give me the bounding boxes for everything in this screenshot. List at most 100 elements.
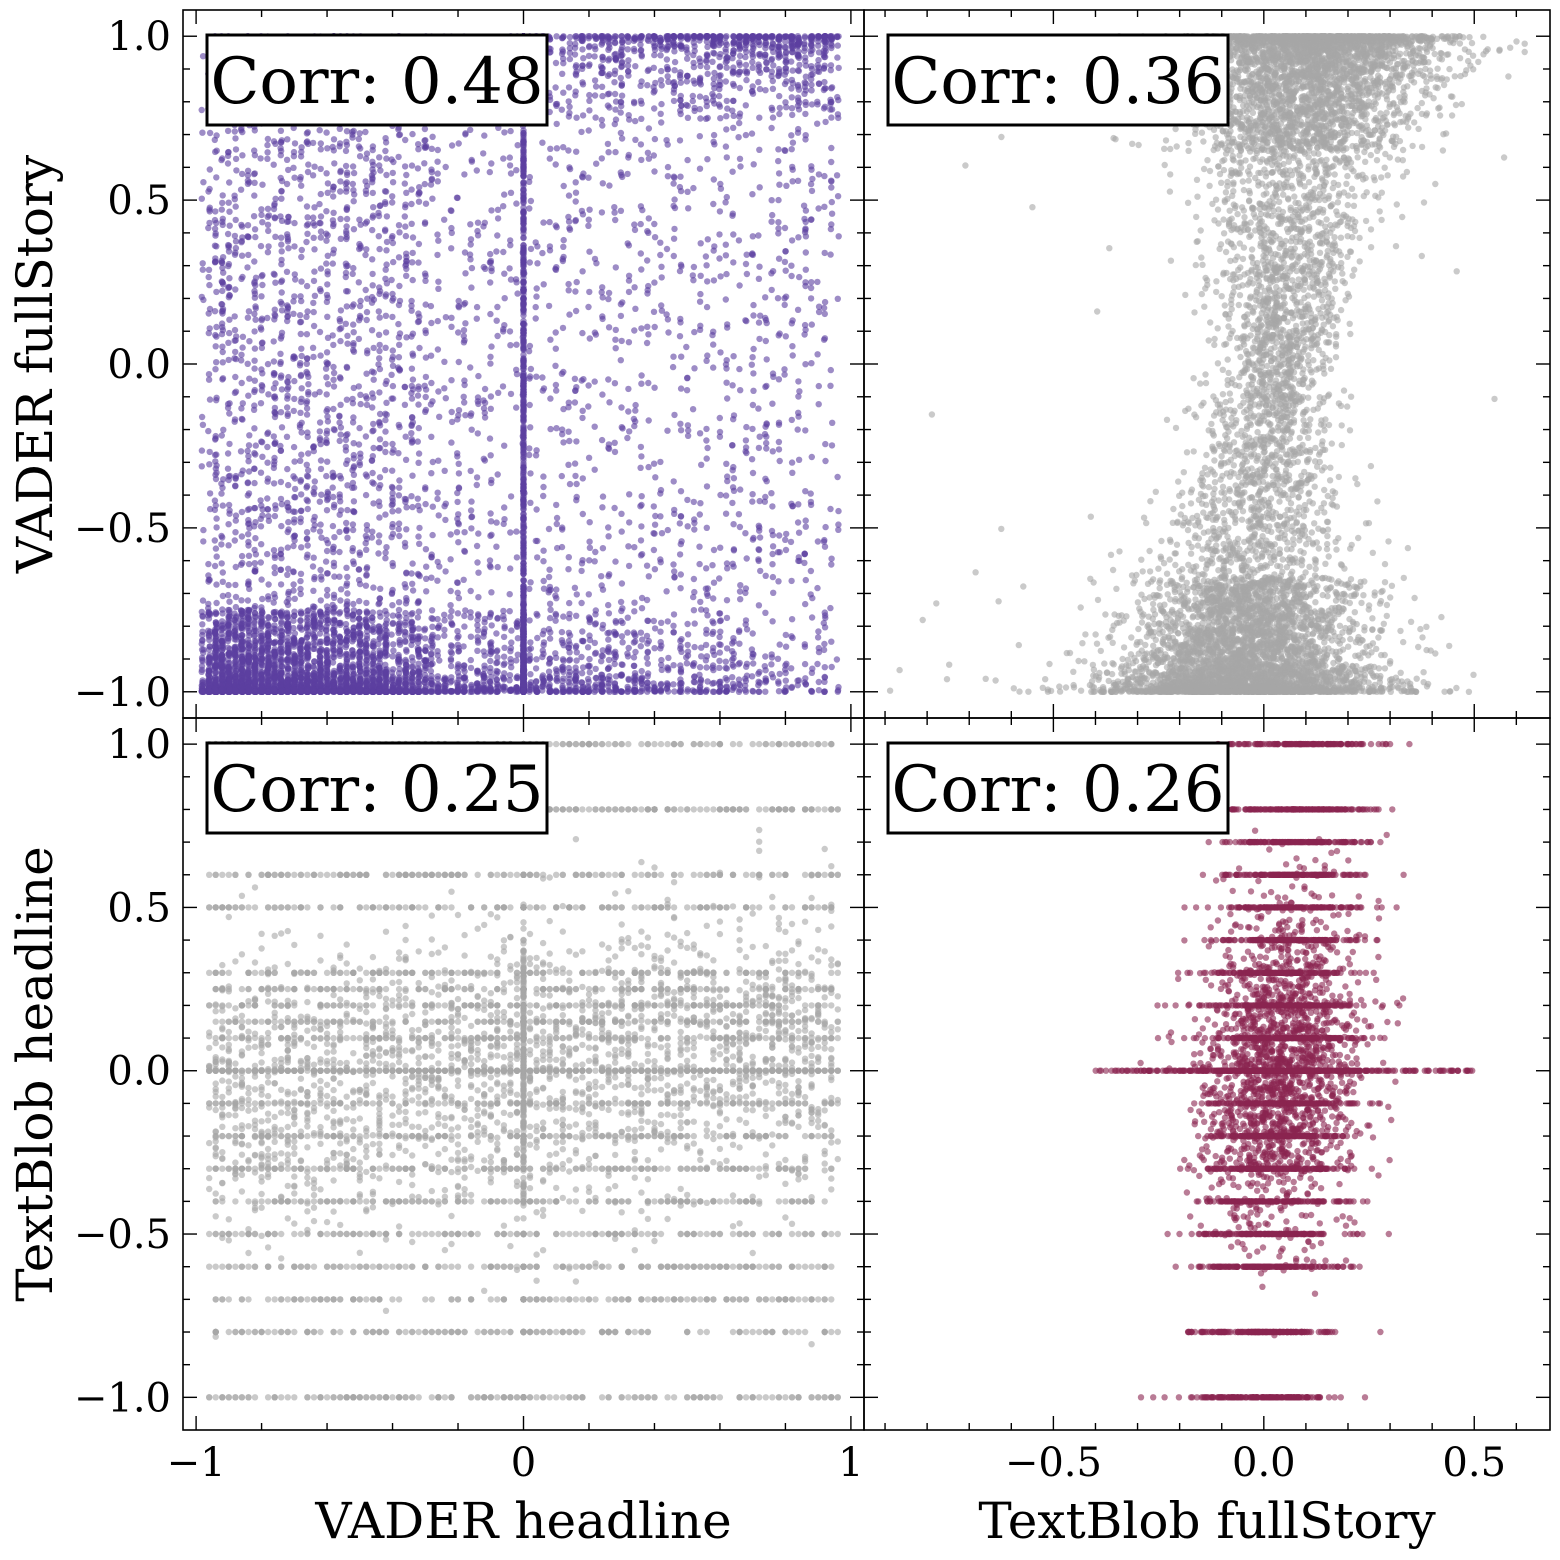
scatter-point — [337, 307, 345, 314]
scatter-point — [238, 552, 246, 560]
scatter-point — [317, 165, 324, 173]
scatter-point — [369, 404, 376, 411]
scatter-point — [422, 137, 429, 144]
scatter-point — [770, 589, 777, 596]
scatter-point — [527, 639, 534, 646]
scatter-point — [324, 413, 331, 420]
scatter-point — [508, 627, 515, 634]
scatter-point — [591, 558, 598, 565]
scatter-point — [573, 438, 580, 445]
scatter-point — [756, 85, 764, 93]
scatter-point — [761, 54, 769, 61]
scatter-point — [356, 597, 363, 605]
scatter-point — [579, 628, 586, 635]
scatter-point — [631, 327, 638, 334]
scatter-point — [527, 424, 534, 431]
scatter-point — [363, 599, 370, 607]
scatter-point — [770, 62, 777, 69]
scatter-point — [461, 612, 468, 620]
scatter-point — [540, 473, 547, 480]
scatter-point — [539, 249, 546, 257]
scatter-point — [257, 497, 264, 504]
scatter-point — [310, 234, 317, 241]
scatter-point — [390, 647, 397, 654]
scatter-point — [619, 619, 626, 627]
scatter-point — [782, 38, 789, 45]
scatter-point — [377, 585, 384, 592]
scatter-point — [245, 392, 252, 399]
scatter-point — [330, 147, 337, 154]
scatter-point — [422, 500, 429, 508]
scatter-point — [474, 232, 482, 239]
scatter-point — [690, 263, 698, 271]
scatter-point — [415, 625, 422, 632]
scatter-point — [370, 420, 377, 428]
scatter-point — [324, 381, 332, 388]
scatter-point — [716, 657, 723, 664]
scatter-point — [749, 491, 756, 498]
scatter-point — [664, 427, 671, 434]
scatter-point — [355, 383, 362, 390]
scatter-point — [278, 256, 285, 264]
scatter-point — [709, 97, 717, 104]
scatter-point — [251, 560, 258, 567]
scatter-point — [455, 594, 463, 602]
scatter-point — [297, 590, 304, 598]
scatter-point — [309, 139, 317, 147]
scatter-point — [369, 528, 376, 535]
scatter-point — [789, 67, 796, 74]
scatter-point — [363, 546, 370, 553]
scatter-point — [336, 412, 343, 419]
scatter-point — [382, 511, 389, 518]
scatter-point — [742, 677, 750, 685]
scatter-point — [762, 87, 769, 94]
scatter-point — [376, 245, 383, 253]
scatter-point — [329, 260, 336, 267]
scatter-point — [422, 301, 429, 308]
scatter-point — [290, 353, 297, 360]
scatter-point — [632, 648, 639, 656]
scatter-point — [781, 366, 788, 373]
scatter-point — [244, 172, 252, 179]
scatter-point — [782, 248, 789, 255]
scatter-point — [375, 640, 382, 648]
scatter-point — [245, 308, 253, 315]
scatter-point — [670, 180, 677, 187]
scatter-point — [591, 53, 598, 60]
scatter-point — [429, 503, 436, 510]
scatter-point — [670, 252, 677, 260]
scatter-point — [657, 251, 664, 259]
scatter-point — [447, 613, 454, 620]
scatter-point — [213, 451, 220, 458]
scatter-point — [717, 185, 725, 192]
scatter-point — [362, 155, 370, 162]
scatter-point — [251, 357, 258, 364]
scatter-point — [475, 530, 482, 537]
scatter-point — [755, 78, 762, 86]
scatter-point — [736, 84, 743, 92]
scatter-point — [271, 590, 278, 598]
scatter-point — [330, 591, 338, 598]
scatter-point — [703, 565, 710, 572]
scatter-point — [671, 204, 679, 212]
scatter-point — [591, 77, 599, 84]
scatter-point — [611, 90, 619, 98]
scatter-point — [422, 354, 430, 361]
scatter-point — [638, 156, 645, 164]
scatter-point — [664, 664, 671, 671]
scatter-point — [833, 172, 841, 179]
scatter-point — [467, 614, 474, 621]
scatter-point — [545, 525, 553, 533]
scatter-point — [658, 530, 666, 537]
scatter-point — [408, 382, 415, 390]
scatter-point — [494, 654, 501, 661]
scatter-point — [435, 388, 442, 395]
scatter-point — [508, 639, 515, 646]
scatter-point — [717, 491, 724, 499]
scatter-point — [801, 33, 809, 40]
scatter-point — [755, 61, 762, 68]
scatter-point — [599, 586, 607, 593]
scatter-point — [421, 635, 429, 642]
scatter-point — [762, 677, 769, 684]
scatter-point — [356, 461, 364, 469]
